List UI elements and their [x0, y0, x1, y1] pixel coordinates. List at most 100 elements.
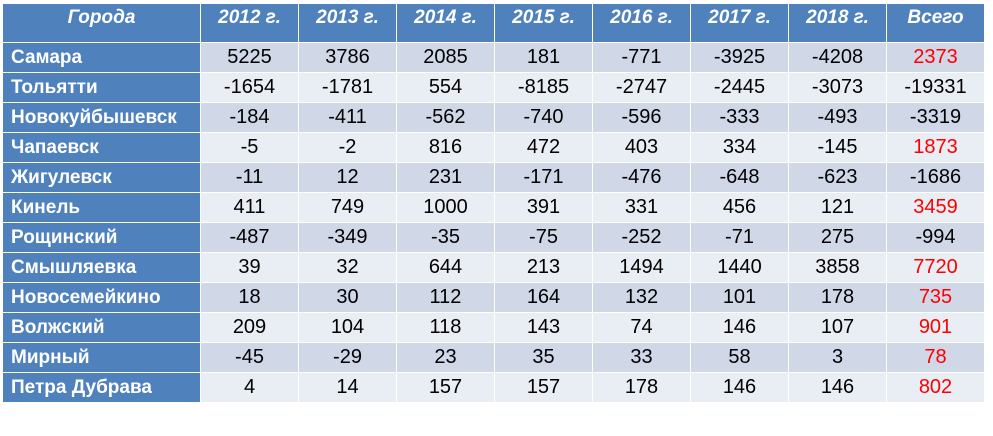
header-city: Города	[2, 3, 201, 43]
value-cell: -487	[200, 222, 299, 253]
value-cell: -8185	[494, 72, 593, 103]
city-name-cell: Новокуйбышевск	[2, 102, 201, 133]
value-cell: 209	[200, 312, 299, 343]
value-cell: 112	[396, 282, 495, 313]
value-cell: 146	[788, 372, 887, 403]
header-2014: 2014 г.	[396, 3, 495, 43]
city-name-cell: Чапаевск	[2, 132, 201, 163]
value-cell: 23	[396, 342, 495, 373]
value-cell: -411	[298, 102, 397, 133]
value-cell: 331	[592, 192, 691, 223]
value-cell: 74	[592, 312, 691, 343]
value-cell: -2	[298, 132, 397, 163]
table-row: Смышляевка 39 32 644 213 1494 1440 3858 7720	[2, 252, 985, 283]
value-cell: 411	[200, 192, 299, 223]
total-cell: -994	[886, 222, 985, 253]
header-row: Города 2012 г. 2013 г. 2014 г. 2015 г. 2…	[2, 3, 985, 43]
value-cell: 14	[298, 372, 397, 403]
value-cell: -2445	[690, 72, 789, 103]
value-cell: 164	[494, 282, 593, 313]
value-cell: -252	[592, 222, 691, 253]
city-data-table: Города 2012 г. 2013 г. 2014 г. 2015 г. 2…	[2, 3, 985, 403]
city-name-cell: Самара	[2, 42, 201, 73]
value-cell: -71	[690, 222, 789, 253]
value-cell: -2747	[592, 72, 691, 103]
value-cell: -11	[200, 162, 299, 193]
value-cell: 132	[592, 282, 691, 313]
table-row: Петра Дубрава 4 14 157 157 178 146 146 802	[2, 372, 985, 403]
total-cell: 1873	[886, 132, 985, 163]
table-row: Рощинский -487 -349 -35 -75 -252 -71 275 -994	[2, 222, 985, 253]
value-cell: 1000	[396, 192, 495, 223]
value-cell: 5225	[200, 42, 299, 73]
value-cell: 178	[592, 372, 691, 403]
header-2018: 2018 г.	[788, 3, 887, 43]
table-row: Самара 5225 3786 2085 181 -771 -3925 -4208 2373	[2, 42, 985, 73]
value-cell: -171	[494, 162, 593, 193]
value-cell: -35	[396, 222, 495, 253]
value-cell: 3786	[298, 42, 397, 73]
value-cell: 35	[494, 342, 593, 373]
value-cell: -740	[494, 102, 593, 133]
total-cell: 2373	[886, 42, 985, 73]
city-name-cell: Жигулевск	[2, 162, 201, 193]
table-row: Тольятти -1654 -1781 554 -8185 -2747 -2445 -307…	[2, 72, 985, 103]
value-cell: 644	[396, 252, 495, 283]
header-2016: 2016 г.	[592, 3, 691, 43]
value-cell: 1440	[690, 252, 789, 283]
header-total: Всего	[886, 3, 985, 43]
value-cell: -75	[494, 222, 593, 253]
value-cell: -184	[200, 102, 299, 133]
value-cell: -333	[690, 102, 789, 133]
city-name-cell: Мирный	[2, 342, 201, 373]
header-2012: 2012 г.	[200, 3, 299, 43]
value-cell: -3925	[690, 42, 789, 73]
value-cell: -145	[788, 132, 887, 163]
table-row: Новосемейкино 18 30 112 164 132 101 178 735	[2, 282, 985, 313]
value-cell: 816	[396, 132, 495, 163]
total-cell: 901	[886, 312, 985, 343]
value-cell: 58	[690, 342, 789, 373]
value-cell: 18	[200, 282, 299, 313]
value-cell: 39	[200, 252, 299, 283]
city-name-cell: Тольятти	[2, 72, 201, 103]
city-name-cell: Новосемейкино	[2, 282, 201, 313]
total-cell: -3319	[886, 102, 985, 133]
table-row: Кинель 411 749 1000 391 331 456 121 3459	[2, 192, 985, 223]
value-cell: -3073	[788, 72, 887, 103]
value-cell: 146	[690, 312, 789, 343]
value-cell: -493	[788, 102, 887, 133]
value-cell: 554	[396, 72, 495, 103]
value-cell: 213	[494, 252, 593, 283]
value-cell: 749	[298, 192, 397, 223]
value-cell: 118	[396, 312, 495, 343]
city-name-cell: Петра Дубрава	[2, 372, 201, 403]
total-cell: -19331	[886, 72, 985, 103]
city-name-cell: Кинель	[2, 192, 201, 223]
value-cell: -29	[298, 342, 397, 373]
header-2013: 2013 г.	[298, 3, 397, 43]
value-cell: 12	[298, 162, 397, 193]
city-name-cell: Смышляевка	[2, 252, 201, 283]
total-cell: 78	[886, 342, 985, 373]
value-cell: 472	[494, 132, 593, 163]
value-cell: 456	[690, 192, 789, 223]
value-cell: 121	[788, 192, 887, 223]
table-row: Мирный -45 -29 23 35 33 58 3 78	[2, 342, 985, 373]
value-cell: 143	[494, 312, 593, 343]
table-row: Жигулевск -11 12 231 -171 -476 -648 -623 -1686	[2, 162, 985, 193]
value-cell: 157	[494, 372, 593, 403]
total-cell: 7720	[886, 252, 985, 283]
value-cell: -623	[788, 162, 887, 193]
table-row: Волжский 209 104 118 143 74 146 107 901	[2, 312, 985, 343]
value-cell: 3858	[788, 252, 887, 283]
value-cell: 107	[788, 312, 887, 343]
value-cell: -349	[298, 222, 397, 253]
value-cell: 178	[788, 282, 887, 313]
table-row: Чапаевск -5 -2 816 472 403 334 -145 1873	[2, 132, 985, 163]
total-cell: 802	[886, 372, 985, 403]
header-2017: 2017 г.	[690, 3, 789, 43]
table-container: Города 2012 г. 2013 г. 2014 г. 2015 г. 2…	[2, 3, 985, 403]
city-name-cell: Волжский	[2, 312, 201, 343]
value-cell: -45	[200, 342, 299, 373]
